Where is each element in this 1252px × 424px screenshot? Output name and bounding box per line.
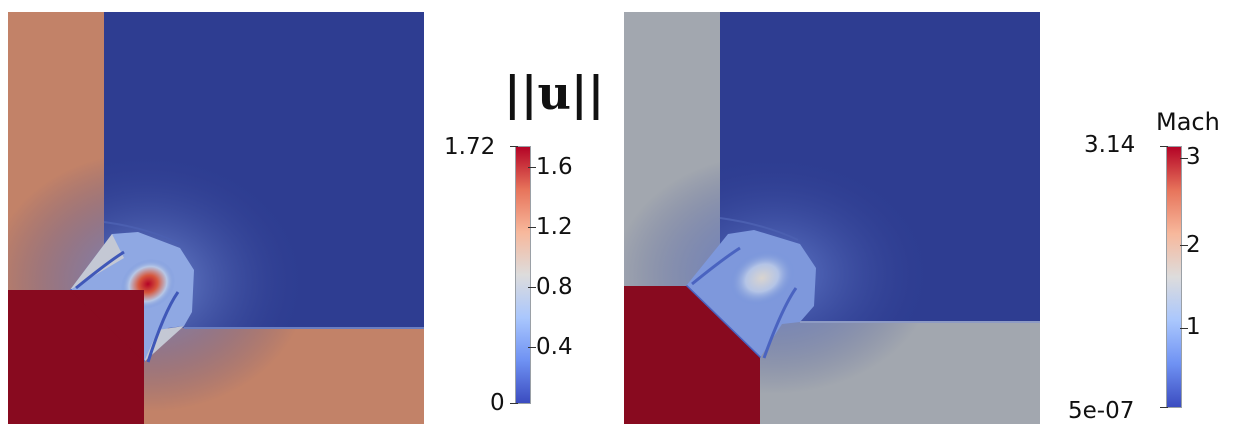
- colorbar-tick: [528, 347, 536, 348]
- colorbar-max-label: 1.72: [444, 134, 496, 160]
- colorbar-min-label: 5e-07: [1068, 398, 1135, 424]
- colorbar-tick-label: 1: [1186, 314, 1201, 340]
- speed-colorbar: ||u|| 1.72 0 1.6 1.2 0.8 0.4: [440, 70, 604, 415]
- colorbar-tick: [1180, 158, 1188, 159]
- shock-line-lower: [146, 291, 180, 363]
- bottom-left-region: [624, 286, 760, 424]
- hot-spot: [729, 250, 795, 306]
- colorbar-tick-label: 3: [1186, 144, 1201, 170]
- mach-field-plot: [624, 12, 1040, 424]
- mach-colorbar: Mach 3.14 5e-07 3 2 1: [1060, 100, 1250, 424]
- colorbar-min-label: 0: [490, 390, 505, 416]
- shock-line-lower: [762, 287, 798, 359]
- shock-bottom-face: [144, 326, 184, 362]
- colorbar-title: ||u||: [504, 66, 605, 120]
- colorbar-tick-label: 0.8: [536, 274, 573, 300]
- shock-line-upper: [691, 246, 741, 286]
- contact-line-upper: [719, 217, 799, 241]
- colorbar-tick-label: 2: [1186, 232, 1201, 258]
- colorbar-gradient: [1166, 146, 1182, 408]
- colorbar-tick: [528, 167, 536, 168]
- colorbar-title: Mach: [1156, 108, 1220, 136]
- colorbar-gradient: [515, 146, 531, 404]
- speed-field-plot: [8, 12, 424, 424]
- colorbar-max-label: 3.14: [1084, 132, 1136, 158]
- colorbar-tick: [1180, 245, 1188, 246]
- colorbar-tick-label: 1.2: [536, 214, 573, 240]
- colorbar-tick: [510, 403, 518, 404]
- colorbar-tick: [1180, 328, 1188, 329]
- contact-line-upper: [103, 221, 181, 245]
- colorbar-tick: [528, 227, 536, 228]
- colorbar-tick: [1160, 407, 1168, 408]
- colorbar-tick: [528, 287, 536, 288]
- colorbar-tick: [510, 146, 518, 147]
- colorbar-tick-label: 0.4: [536, 334, 573, 360]
- colorbar-tick-label: 1.6: [536, 154, 573, 180]
- shock-left-face: [70, 234, 124, 290]
- colorbar-tick: [1160, 146, 1168, 147]
- bottom-left-region-edge: [8, 290, 144, 424]
- shock-line-upper: [75, 250, 125, 290]
